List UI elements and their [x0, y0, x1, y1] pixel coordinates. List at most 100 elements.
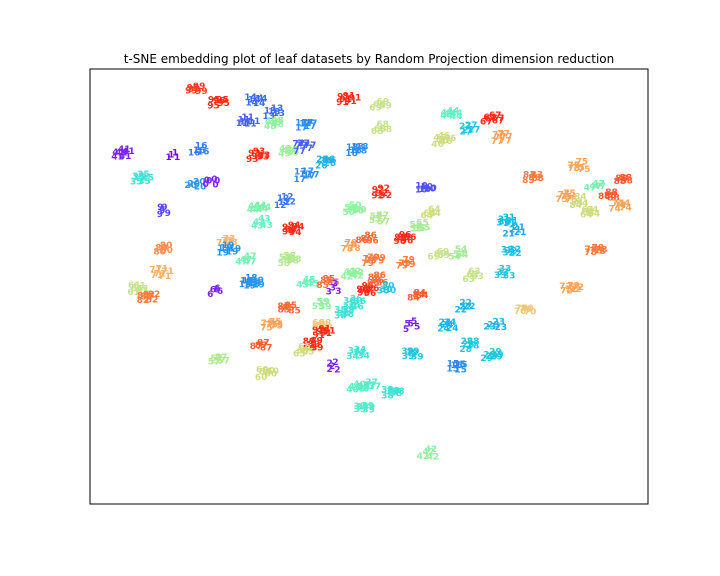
point-label: 49: [286, 145, 299, 155]
point-label: 60: [256, 365, 269, 375]
point-label: 20: [194, 182, 207, 192]
point-label: 94: [282, 223, 295, 233]
point-label: 79: [363, 255, 376, 265]
point-label: 70: [521, 304, 534, 314]
point-label: 64: [582, 208, 595, 218]
point-label: 69: [369, 104, 382, 114]
point-label: 50: [344, 204, 357, 214]
point-label: 49: [287, 149, 300, 159]
point-label: 37: [369, 382, 382, 392]
point-label: 96: [394, 237, 407, 247]
point-label: 20: [184, 181, 197, 191]
point-label: 44: [444, 110, 457, 120]
point-label: 36: [343, 303, 356, 313]
point-label: 16: [193, 146, 206, 156]
point-label: 47: [244, 252, 257, 262]
point-label: 65: [293, 350, 306, 360]
point-label: 86: [373, 271, 386, 281]
point-label: 79: [399, 259, 412, 269]
point-label: 13: [263, 112, 276, 122]
point-label: 33: [497, 268, 510, 278]
point-label: 49: [278, 149, 291, 159]
point-label: 10: [424, 184, 437, 194]
point-label: 34: [357, 352, 370, 362]
point-label: 68: [376, 120, 389, 130]
point-label: 35: [141, 174, 154, 184]
point-label: 11: [248, 117, 261, 127]
point-label: 0: [211, 175, 217, 185]
point-label: 60: [267, 367, 280, 377]
point-label: 49: [279, 145, 292, 155]
point-label: 68: [320, 324, 333, 334]
point-label: 44: [450, 112, 463, 122]
point-label: 93: [253, 147, 266, 157]
point-label: 95: [207, 102, 220, 112]
point-label: 96: [404, 233, 417, 243]
point-label: 21: [509, 226, 522, 236]
point-label: 26: [324, 156, 337, 166]
point-label: 36: [343, 296, 356, 306]
point-label: 43: [260, 221, 273, 231]
point-label: 58: [289, 255, 302, 265]
point-label: 0: [206, 176, 212, 186]
point-label: 75: [269, 318, 282, 328]
point-label: 34: [346, 352, 359, 362]
point-label: 45: [303, 276, 316, 286]
point-label: 18: [245, 274, 258, 284]
point-label: 41: [122, 147, 135, 157]
point-label: 84: [569, 201, 582, 211]
point-label: 57: [208, 358, 221, 368]
point-label: 40: [348, 383, 361, 393]
point-label: 19: [220, 244, 233, 254]
point-label: 79: [361, 259, 374, 269]
point-label: 75: [563, 189, 576, 199]
point-label: 5: [414, 322, 420, 332]
point-label: 5: [408, 320, 414, 330]
point-label: 77: [491, 137, 504, 147]
point-label: 17: [303, 171, 316, 181]
point-label: 89: [303, 344, 316, 354]
point-label: 39: [411, 352, 424, 362]
point-label: 40: [353, 385, 366, 395]
point-label: 67: [492, 114, 505, 124]
point-label: 42: [352, 269, 365, 279]
point-label: 82: [143, 291, 156, 301]
point-label: 33: [503, 272, 516, 282]
point-label: 38: [334, 311, 347, 321]
point-label: 63: [468, 267, 481, 277]
point-label: 41: [112, 148, 125, 158]
point-label: 59: [318, 298, 331, 308]
point-label: 92: [375, 189, 388, 199]
point-label: 23: [495, 323, 508, 333]
point-label: 77: [494, 133, 507, 143]
point-label: 96: [356, 285, 369, 295]
point-label: 54: [448, 252, 461, 262]
point-label: 18: [248, 280, 261, 290]
point-label: 96: [401, 236, 414, 246]
point-label: 18: [242, 277, 255, 287]
point-label: 63: [466, 270, 479, 280]
point-label: 16: [195, 142, 208, 152]
point-label: 71: [156, 264, 169, 274]
point-label: 3: [326, 287, 332, 297]
point-label: 12: [274, 201, 287, 211]
point-label: 1: [172, 149, 178, 159]
